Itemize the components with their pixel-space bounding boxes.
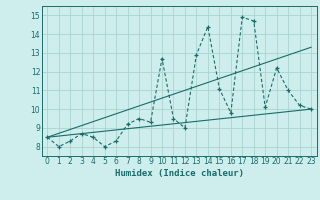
X-axis label: Humidex (Indice chaleur): Humidex (Indice chaleur): [115, 169, 244, 178]
